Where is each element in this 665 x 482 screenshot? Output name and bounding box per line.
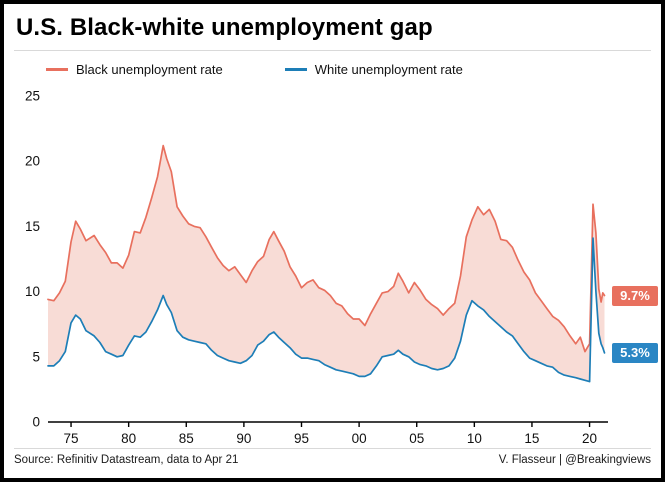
svg-text:15: 15 [25, 219, 40, 234]
svg-text:20: 20 [25, 154, 40, 169]
svg-text:90: 90 [236, 431, 251, 446]
svg-text:5: 5 [32, 349, 40, 364]
black-rate-badge: 9.7% [612, 285, 658, 306]
legend-swatch-black [46, 67, 68, 71]
credit-note: V. Flasseur | @Breakingviews [498, 454, 651, 466]
svg-text:05: 05 [409, 431, 424, 446]
svg-text:0: 0 [32, 415, 40, 430]
svg-text:15: 15 [524, 431, 539, 446]
footer: Source: Refinitiv Datastream, data to Ap… [14, 454, 651, 466]
footer-divider [14, 448, 651, 449]
svg-text:00: 00 [352, 431, 367, 446]
white-rate-badge: 5.3% [612, 342, 658, 363]
svg-text:80: 80 [121, 431, 136, 446]
svg-text:10: 10 [25, 284, 40, 299]
chart-title: U.S. Black-white unemployment gap [16, 14, 433, 41]
legend-label-white: White unemployment rate [314, 61, 463, 77]
svg-text:75: 75 [64, 431, 79, 446]
legend-item-white: White unemployment rate [284, 61, 463, 77]
svg-text:85: 85 [179, 431, 194, 446]
legend-label-black: Black unemployment rate [76, 61, 223, 77]
legend: Black unemployment rate White unemployme… [46, 60, 651, 78]
svg-text:20: 20 [582, 431, 597, 446]
svg-text:10: 10 [467, 431, 482, 446]
legend-item-black: Black unemployment rate [46, 62, 223, 77]
legend-swatch-white [284, 67, 307, 71]
svg-text:95: 95 [294, 431, 309, 446]
svg-text:25: 25 [25, 90, 40, 104]
source-note: Source: Refinitiv Datastream, data to Ap… [14, 454, 239, 466]
title-divider [14, 50, 651, 51]
chart-area: 75 80 85 90 95 00 05 10 15 20 0 5 10 15 20 25 9.7% 5.3% [14, 90, 659, 448]
